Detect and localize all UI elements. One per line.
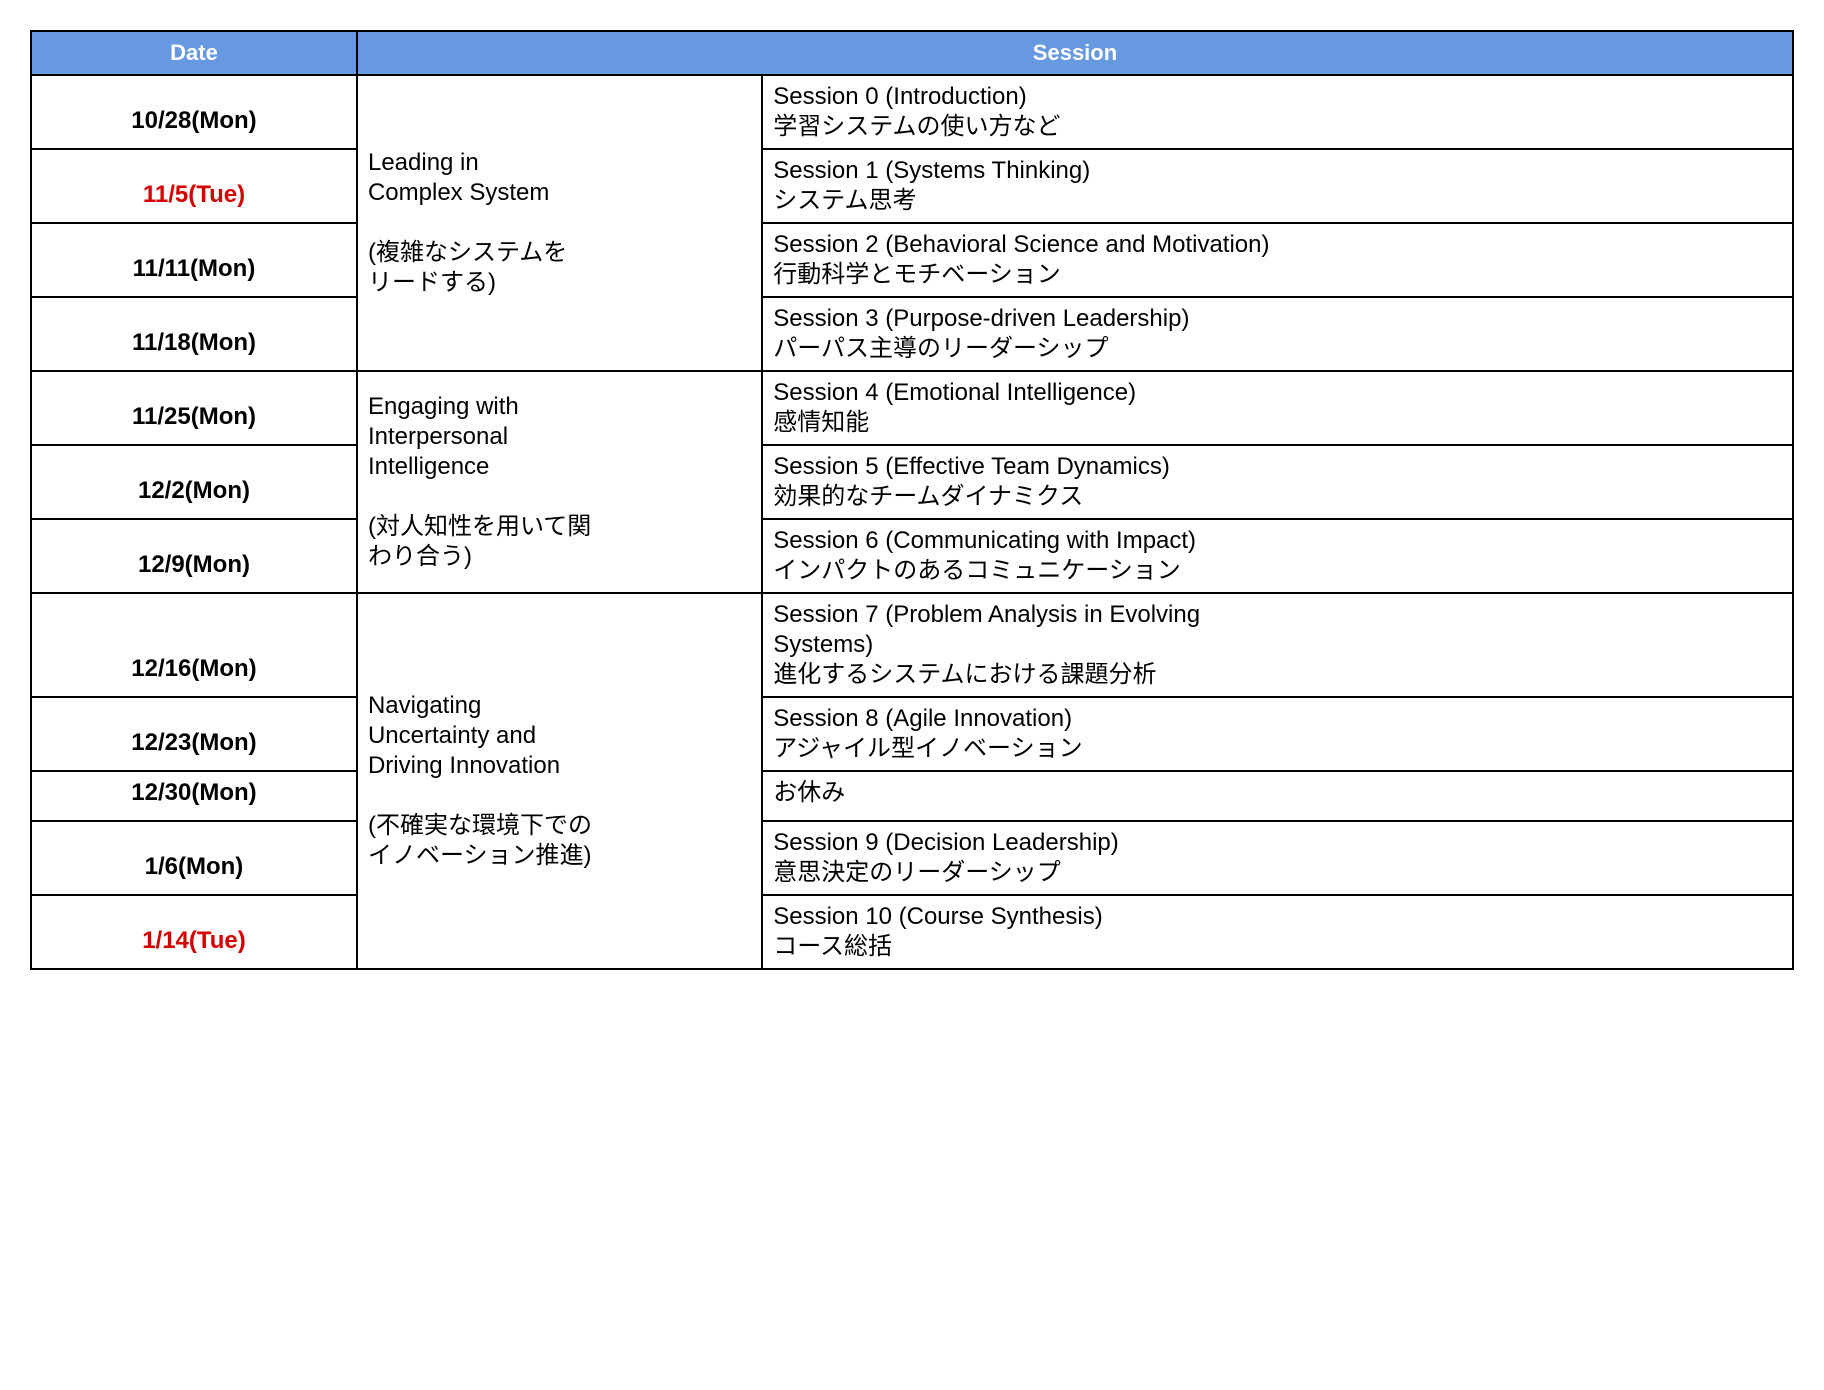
table-row: 1/14(Tue) Session 10 (Course Synthesis) … bbox=[31, 895, 1793, 969]
table-row: 11/18(Mon) Session 3 (Purpose-driven Lea… bbox=[31, 297, 1793, 371]
date-cell: 12/23(Mon) bbox=[31, 697, 357, 771]
session-cell: Session 4 (Emotional Intelligence) 感情知能 bbox=[762, 371, 1793, 445]
col-header-session: Session bbox=[357, 31, 1793, 75]
table-row: 12/23(Mon) Session 8 (Agile Innovation) … bbox=[31, 697, 1793, 771]
table-row: 12/16(Mon) Navigating Uncertainty and Dr… bbox=[31, 593, 1793, 697]
session-cell: Session 2 (Behavioral Science and Motiva… bbox=[762, 223, 1793, 297]
table-row: 11/11(Mon) Session 2 (Behavioral Science… bbox=[31, 223, 1793, 297]
date-cell: 12/9(Mon) bbox=[31, 519, 357, 593]
session-cell: Session 1 (Systems Thinking) システム思考 bbox=[762, 149, 1793, 223]
session-cell: Session 3 (Purpose-driven Leadership) パー… bbox=[762, 297, 1793, 371]
schedule-table: Date Session 10/28(Mon) Leading in Compl… bbox=[30, 30, 1794, 970]
date-cell: 11/25(Mon) bbox=[31, 371, 357, 445]
session-cell: Session 6 (Communicating with Impact) イン… bbox=[762, 519, 1793, 593]
col-header-date: Date bbox=[31, 31, 357, 75]
date-cell: 12/2(Mon) bbox=[31, 445, 357, 519]
table-row: 10/28(Mon) Leading in Complex System (複雑… bbox=[31, 75, 1793, 149]
date-cell: 10/28(Mon) bbox=[31, 75, 357, 149]
table-row: 11/25(Mon) Engaging with Interpersonal I… bbox=[31, 371, 1793, 445]
session-cell: Session 8 (Agile Innovation) アジャイル型イノベーシ… bbox=[762, 697, 1793, 771]
date-cell: 11/11(Mon) bbox=[31, 223, 357, 297]
table-header-row: Date Session bbox=[31, 31, 1793, 75]
module-cell: Leading in Complex System (複雑なシステムを リードす… bbox=[357, 75, 762, 371]
table-row: 12/30(Mon) お休み bbox=[31, 771, 1793, 821]
date-cell: 11/5(Tue) bbox=[31, 149, 357, 223]
date-cell: 1/6(Mon) bbox=[31, 821, 357, 895]
date-cell: 12/30(Mon) bbox=[31, 771, 357, 821]
table-row: 12/9(Mon) Session 6 (Communicating with … bbox=[31, 519, 1793, 593]
date-cell: 12/16(Mon) bbox=[31, 593, 357, 697]
session-cell: Session 9 (Decision Leadership) 意思決定のリーダ… bbox=[762, 821, 1793, 895]
session-cell: Session 10 (Course Synthesis) コース総括 bbox=[762, 895, 1793, 969]
table-row: 1/6(Mon) Session 9 (Decision Leadership)… bbox=[31, 821, 1793, 895]
session-cell: お休み bbox=[762, 771, 1793, 821]
session-cell: Session 0 (Introduction) 学習システムの使い方など bbox=[762, 75, 1793, 149]
date-cell: 11/18(Mon) bbox=[31, 297, 357, 371]
session-cell: Session 7 (Problem Analysis in Evolving … bbox=[762, 593, 1793, 697]
table-row: 11/5(Tue) Session 1 (Systems Thinking) シ… bbox=[31, 149, 1793, 223]
table-row: 12/2(Mon) Session 5 (Effective Team Dyna… bbox=[31, 445, 1793, 519]
module-cell: Navigating Uncertainty and Driving Innov… bbox=[357, 593, 762, 969]
session-cell: Session 5 (Effective Team Dynamics) 効果的な… bbox=[762, 445, 1793, 519]
module-cell: Engaging with Interpersonal Intelligence… bbox=[357, 371, 762, 593]
date-cell: 1/14(Tue) bbox=[31, 895, 357, 969]
